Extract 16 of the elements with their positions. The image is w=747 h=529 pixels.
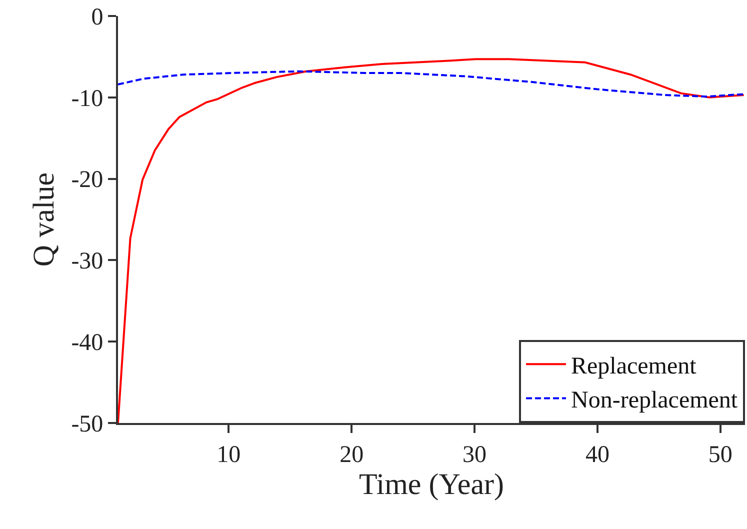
- y-tick-label: -10: [71, 86, 104, 112]
- legend-label: Replacement: [571, 353, 697, 380]
- legend-label: Non-replacement: [571, 388, 738, 414]
- y-axis-title: Q value: [28, 172, 61, 267]
- y-tick-label: -20: [71, 167, 104, 194]
- line-series: [118, 70, 745, 98]
- y-tick-label: 0: [91, 4, 104, 30]
- x-tick-label: 20: [340, 442, 364, 468]
- x-axis-title: Time (Year): [358, 468, 504, 501]
- y-tick-label: -40: [71, 330, 104, 356]
- y-tick-label: -50: [71, 411, 104, 438]
- x-tick-label: 30: [462, 442, 487, 468]
- y-tick-label: -30: [71, 248, 104, 275]
- x-tick-label: 50: [708, 442, 732, 468]
- x-tick-label: 40: [585, 442, 610, 468]
- x-tick-label: 10: [216, 442, 241, 468]
